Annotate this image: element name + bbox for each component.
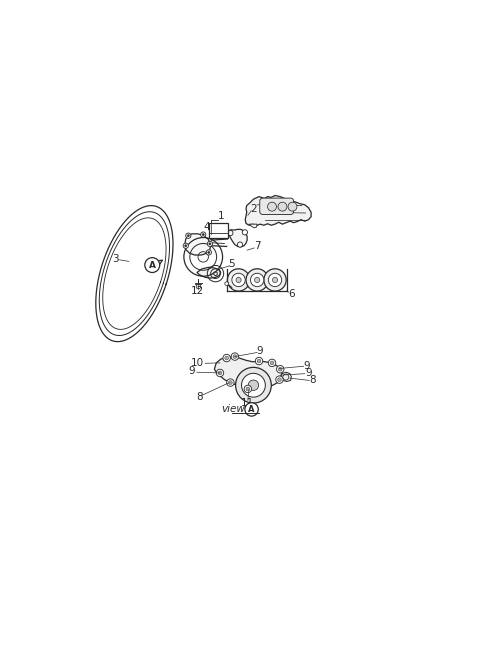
Circle shape bbox=[218, 371, 222, 375]
Circle shape bbox=[270, 361, 274, 365]
Circle shape bbox=[232, 274, 245, 287]
Circle shape bbox=[246, 387, 250, 391]
Circle shape bbox=[228, 269, 250, 291]
Circle shape bbox=[231, 353, 239, 360]
Text: 2: 2 bbox=[250, 203, 257, 213]
Circle shape bbox=[277, 378, 281, 382]
Circle shape bbox=[183, 243, 188, 249]
Circle shape bbox=[241, 373, 265, 397]
Circle shape bbox=[208, 251, 210, 253]
Polygon shape bbox=[215, 357, 282, 390]
Circle shape bbox=[244, 385, 252, 393]
Circle shape bbox=[251, 274, 264, 287]
Circle shape bbox=[264, 269, 286, 291]
Polygon shape bbox=[228, 230, 247, 247]
Circle shape bbox=[276, 376, 283, 383]
Circle shape bbox=[223, 354, 230, 362]
Circle shape bbox=[206, 250, 211, 255]
Polygon shape bbox=[249, 224, 257, 228]
FancyBboxPatch shape bbox=[260, 198, 294, 215]
Circle shape bbox=[245, 403, 258, 416]
Polygon shape bbox=[185, 234, 211, 255]
Circle shape bbox=[145, 258, 160, 272]
Circle shape bbox=[278, 367, 282, 371]
Circle shape bbox=[268, 274, 282, 287]
Text: A: A bbox=[248, 405, 255, 414]
Text: 4: 4 bbox=[203, 222, 210, 232]
Circle shape bbox=[236, 277, 241, 283]
Circle shape bbox=[233, 355, 237, 358]
Text: 7: 7 bbox=[254, 241, 261, 251]
Circle shape bbox=[278, 202, 287, 211]
Polygon shape bbox=[280, 372, 291, 382]
Circle shape bbox=[255, 358, 263, 365]
Text: 11: 11 bbox=[241, 398, 254, 407]
Circle shape bbox=[201, 232, 206, 237]
FancyBboxPatch shape bbox=[209, 224, 228, 237]
Circle shape bbox=[186, 233, 191, 238]
Text: 8: 8 bbox=[310, 375, 316, 385]
Circle shape bbox=[236, 367, 271, 403]
Circle shape bbox=[202, 234, 204, 236]
Circle shape bbox=[267, 202, 276, 211]
Circle shape bbox=[228, 380, 232, 384]
Circle shape bbox=[257, 359, 261, 363]
Text: 12: 12 bbox=[191, 287, 204, 297]
Text: 9: 9 bbox=[304, 361, 311, 371]
Circle shape bbox=[248, 380, 259, 390]
Text: 10: 10 bbox=[191, 358, 204, 368]
Circle shape bbox=[254, 277, 260, 283]
Circle shape bbox=[225, 356, 228, 360]
Circle shape bbox=[228, 230, 233, 236]
Text: 9: 9 bbox=[257, 346, 264, 356]
Text: 5: 5 bbox=[228, 258, 235, 268]
Text: 6: 6 bbox=[288, 289, 295, 299]
Circle shape bbox=[187, 235, 190, 237]
Circle shape bbox=[288, 202, 297, 211]
Text: 1: 1 bbox=[217, 211, 224, 221]
Circle shape bbox=[227, 379, 234, 386]
Circle shape bbox=[216, 369, 224, 377]
Circle shape bbox=[225, 282, 228, 285]
Circle shape bbox=[207, 241, 213, 247]
Circle shape bbox=[185, 245, 187, 247]
Circle shape bbox=[273, 277, 277, 283]
Circle shape bbox=[276, 365, 284, 373]
Polygon shape bbox=[197, 267, 221, 278]
Text: 3: 3 bbox=[112, 254, 119, 264]
Polygon shape bbox=[245, 195, 311, 226]
Text: view: view bbox=[221, 404, 245, 415]
Circle shape bbox=[196, 285, 201, 289]
Text: A: A bbox=[149, 260, 156, 270]
Circle shape bbox=[242, 230, 248, 235]
Text: 8: 8 bbox=[196, 392, 203, 403]
Text: 9: 9 bbox=[305, 368, 312, 378]
Circle shape bbox=[268, 359, 276, 367]
Text: 9: 9 bbox=[189, 367, 195, 377]
Circle shape bbox=[246, 269, 268, 291]
Circle shape bbox=[209, 243, 211, 245]
Circle shape bbox=[238, 242, 243, 247]
